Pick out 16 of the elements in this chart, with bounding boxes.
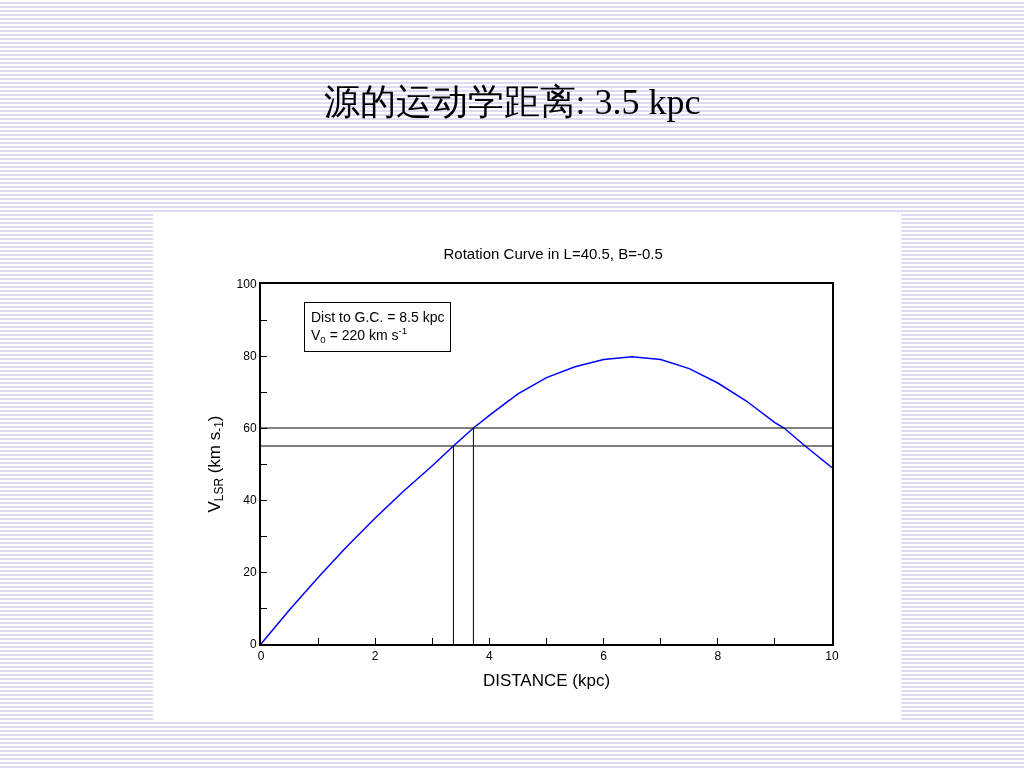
y-tick-label: 0 — [249, 637, 257, 652]
y-tick-label: 60 — [243, 421, 257, 436]
x-tick-label: 6 — [600, 649, 608, 664]
x-tick-label: 2 — [371, 649, 379, 664]
y-tick-label: 20 — [243, 565, 257, 580]
chart-title: 源的运动学距离: 3.5 kpc — [322, 81, 702, 124]
annotation: V$_{0}$ = 220 km s$^{-1}$ — [311, 325, 408, 346]
x-tick-label: 8 — [714, 649, 722, 664]
x-tick-label: 10 — [825, 649, 839, 664]
x-tick-label: 4 — [486, 649, 494, 664]
y-tick-label: 40 — [243, 493, 257, 508]
chart-subtitle: Rotation Curve in L=40.5, B=-0.5 — [443, 245, 663, 263]
annotation: Dist to G.C. = 8.5 kpc — [311, 309, 445, 325]
x-axis-title: DISTANCE (kpc) — [482, 671, 611, 691]
y-tick-label: 80 — [243, 349, 257, 364]
y-tick-label: 100 — [236, 277, 257, 292]
